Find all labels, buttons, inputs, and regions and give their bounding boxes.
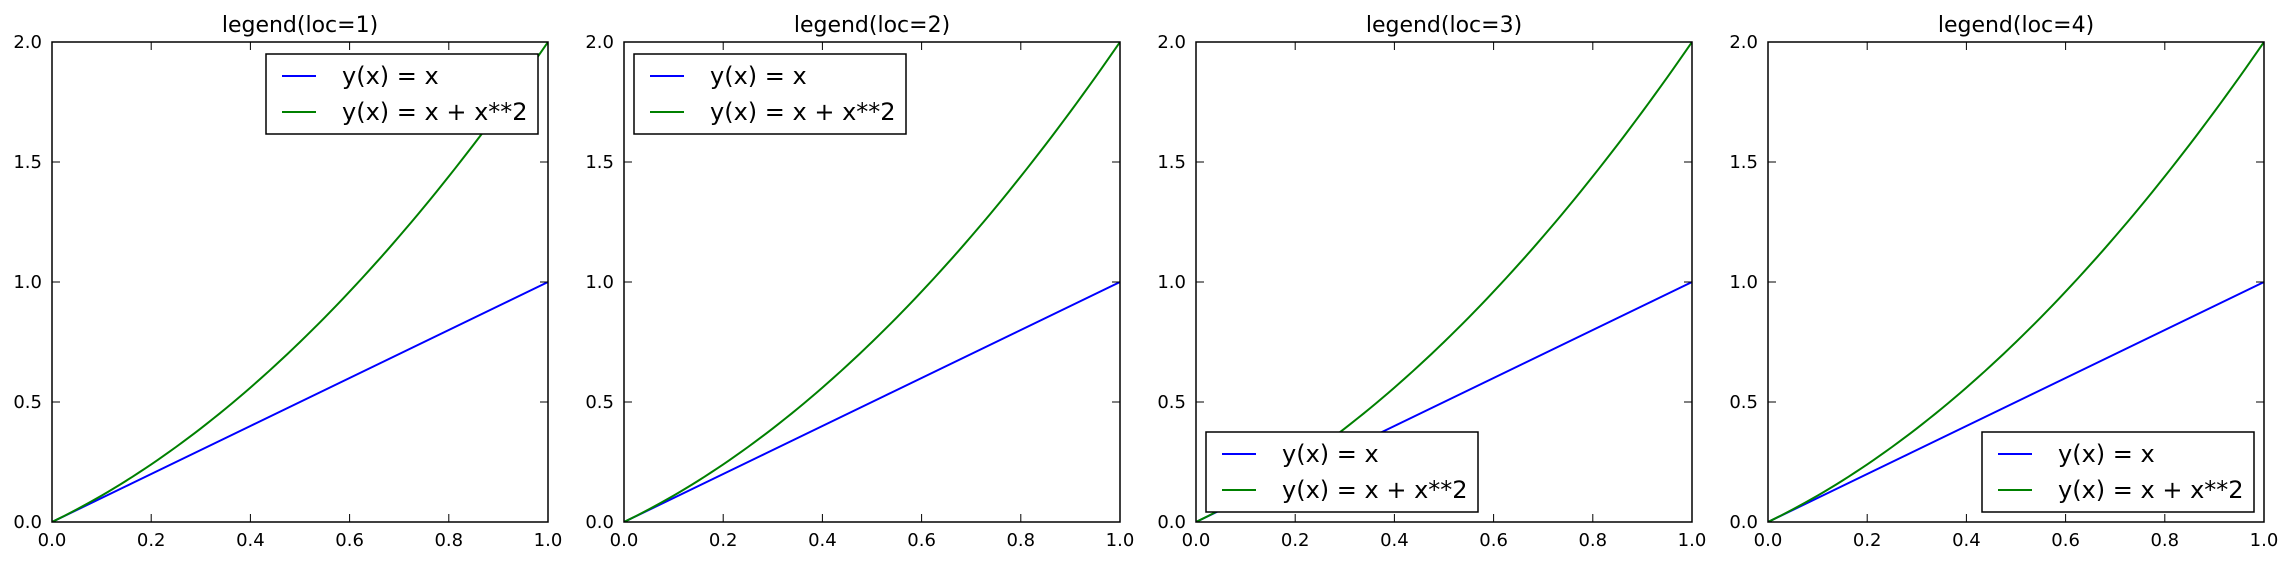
- x-tick-label: 0.6: [907, 530, 936, 551]
- chart-title: legend(loc=3): [1366, 13, 1522, 38]
- y-tick-label: 1.5: [13, 152, 42, 173]
- x-tick-label: 0.4: [808, 530, 837, 551]
- x-tick-label: 1.0: [1678, 530, 1707, 551]
- x-tick-label: 1.0: [1106, 530, 1135, 551]
- x-tick-label: 0.0: [38, 530, 67, 551]
- x-tick-label: 0.4: [1952, 530, 1981, 551]
- x-tick-label: 0.0: [1182, 530, 1211, 551]
- chart-title: legend(loc=4): [1938, 13, 2094, 38]
- chart-title: legend(loc=1): [222, 13, 378, 38]
- legend-label-2: y(x) = x + x**2: [2058, 476, 2244, 504]
- y-tick-label: 1.5: [1157, 152, 1186, 173]
- series-line-2: [624, 42, 1120, 522]
- y-tick-label: 2.0: [13, 32, 42, 53]
- x-tick-label: 1.0: [2250, 530, 2279, 551]
- series-line-1: [1768, 281, 2264, 522]
- x-tick-label: 0.2: [137, 530, 166, 551]
- x-tick-label: 0.6: [2051, 530, 2080, 551]
- chart-panel-2: legend(loc=2) 0.0 0.2 0.4 0.6 0.8 1.0 0.0 0.5 1.0…: [585, 13, 1134, 551]
- legend: y(x) = x y(x) = x + x**2: [265, 53, 539, 135]
- legend-label-2: y(x) = x + x**2: [1282, 476, 1468, 504]
- y-tick-label: 1.0: [585, 272, 614, 293]
- legend-label-1: y(x) = x: [1282, 440, 1379, 468]
- series-line-1: [624, 281, 1120, 522]
- y-tick-label: 0.0: [13, 512, 42, 533]
- legend-label-1: y(x) = x: [710, 62, 807, 90]
- y-tick-label: 2.0: [1729, 32, 1758, 53]
- series-line-2: [1768, 42, 2264, 522]
- y-tick-label: 0.5: [1729, 392, 1758, 413]
- y-tick-label: 1.0: [13, 272, 42, 293]
- x-tick-label: 0.8: [1006, 530, 1035, 551]
- y-tick-label: 1.0: [1157, 272, 1186, 293]
- y-tick-label: 0.0: [1729, 512, 1758, 533]
- x-tick-label: 0.4: [236, 530, 265, 551]
- x-tick-label: 0.8: [434, 530, 463, 551]
- y-tick-label: 2.0: [1157, 32, 1186, 53]
- legend-box: [633, 53, 907, 135]
- x-tick-label: 0.8: [2150, 530, 2179, 551]
- x-tick-label: 0.4: [1380, 530, 1409, 551]
- x-tick-label: 0.0: [610, 530, 639, 551]
- x-tick-label: 1.0: [534, 530, 563, 551]
- legend: y(x) = x y(x) = x + x**2: [633, 53, 907, 135]
- y-tick-label: 0.0: [1157, 512, 1186, 533]
- x-tick-label: 0.6: [335, 530, 364, 551]
- y-tick-label: 0.5: [585, 392, 614, 413]
- legend-label-2: y(x) = x + x**2: [342, 98, 528, 126]
- x-tick-label: 0.0: [1754, 530, 1783, 551]
- legend: y(x) = x y(x) = x + x**2: [1981, 431, 2255, 513]
- legend-label-1: y(x) = x: [342, 62, 439, 90]
- y-tick-label: 1.5: [585, 152, 614, 173]
- chart-panel-4: legend(loc=4) 0.0 0.2 0.4 0.6 0.8 1.0 0.0 0.5 1.0…: [1729, 13, 2278, 551]
- chart-panel-3: legend(loc=3) 0.0 0.2 0.4 0.6 0.8 1.0 0.0 0.5 1.0…: [1157, 13, 1706, 551]
- y-tick-label: 0.5: [1157, 392, 1186, 413]
- legend-box: [265, 53, 539, 135]
- y-tick-label: 1.0: [1729, 272, 1758, 293]
- x-tick-label: 0.8: [1578, 530, 1607, 551]
- series-line-1: [52, 281, 548, 522]
- x-tick-label: 0.2: [1853, 530, 1882, 551]
- legend-label-2: y(x) = x + x**2: [710, 98, 896, 126]
- chart-title: legend(loc=2): [794, 13, 950, 38]
- y-tick-label: 2.0: [585, 32, 614, 53]
- x-tick-label: 0.2: [1281, 530, 1310, 551]
- x-tick-label: 0.6: [1479, 530, 1508, 551]
- legend: y(x) = x y(x) = x + x**2: [1205, 431, 1479, 513]
- chart-panel-1: legend(loc=1) 0.0 0.2 0.4 0.6 0.8 1.0 0.0 0.5 1.0…: [13, 13, 562, 551]
- legend-box: [1205, 431, 1479, 513]
- y-tick-label: 1.5: [1729, 152, 1758, 173]
- legend-box: [1981, 431, 2255, 513]
- y-tick-label: 0.0: [585, 512, 614, 533]
- legend-label-1: y(x) = x: [2058, 440, 2155, 468]
- x-tick-label: 0.2: [709, 530, 738, 551]
- y-tick-label: 0.5: [13, 392, 42, 413]
- series-line-2: [52, 42, 548, 522]
